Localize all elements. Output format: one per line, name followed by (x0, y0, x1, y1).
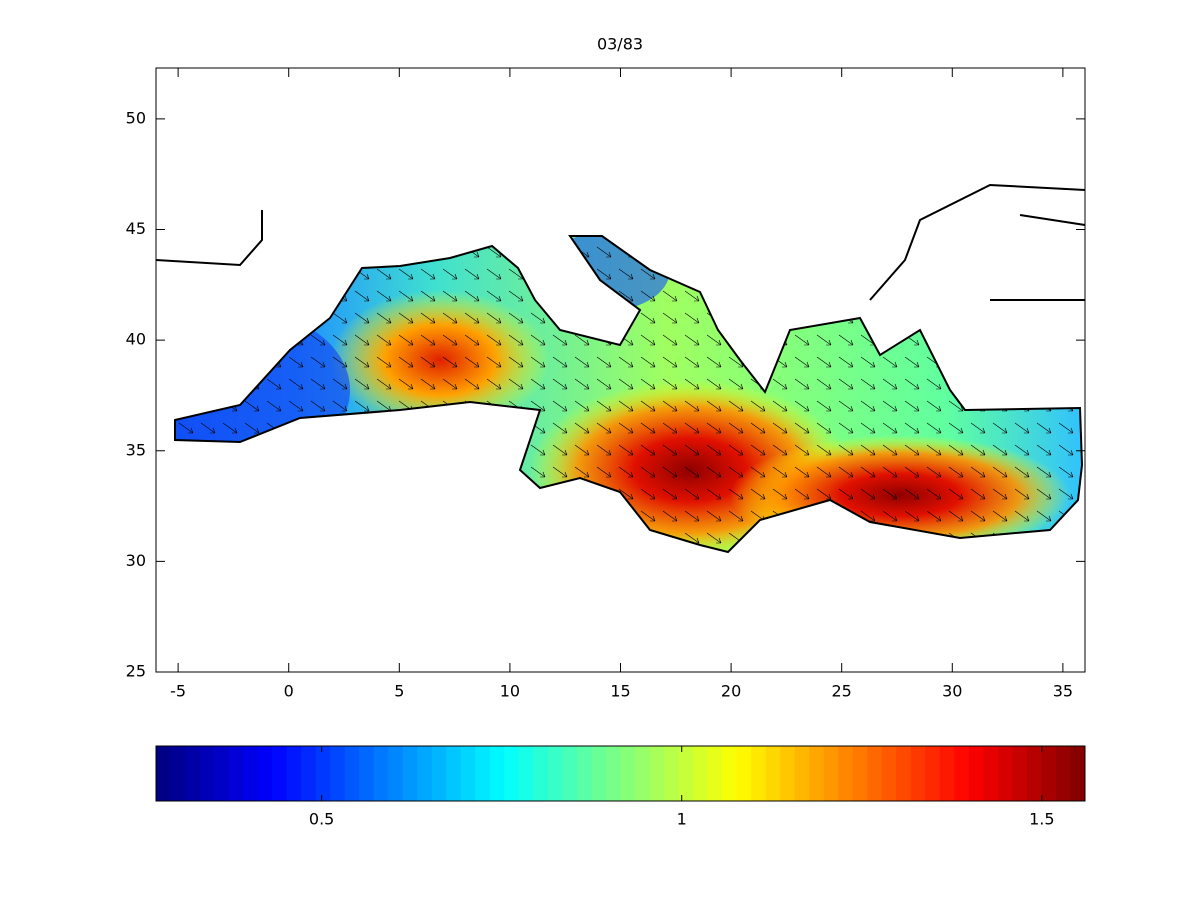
x-tick-label: 5 (394, 682, 404, 701)
y-tick-label: 40 (126, 330, 146, 349)
colorbar-cell (1041, 746, 1057, 801)
colorbar-cell (446, 746, 462, 801)
x-tick-label: 0 (284, 682, 294, 701)
colorbar-tick-label: 1 (677, 810, 687, 829)
colorbar-cell (591, 746, 607, 801)
axes: -5 0 5 10 15 20 25 30 35 25 30 35 40 45 50 (126, 67, 1086, 701)
map-title: 03/83 (597, 35, 643, 54)
colorbar-cell (504, 746, 520, 801)
y-tick-label: 35 (126, 440, 146, 459)
colorbar-cell (968, 746, 984, 801)
colorbar-cell (809, 746, 825, 801)
colorbar-cell (489, 746, 505, 801)
colorbar-tick-label: 0.5 (309, 810, 334, 829)
colorbar-cell (620, 746, 636, 801)
colorbar-cell (1012, 746, 1028, 801)
x-tick-label: 25 (832, 682, 852, 701)
colorbar-cell (170, 746, 186, 801)
colorbar-cell (388, 746, 404, 801)
colorbar-cell (722, 746, 738, 801)
colorbar-cell (518, 746, 534, 801)
colorbar-cell (925, 746, 941, 801)
colorbar-cell (547, 746, 563, 801)
colorbar-cell (780, 746, 796, 801)
colorbar-cell (301, 746, 317, 801)
colorbar-cell (1026, 746, 1042, 801)
colorbar-cell (431, 746, 447, 801)
x-tick-label: 20 (721, 682, 741, 701)
colorbar-cell (794, 746, 810, 801)
coastline (155, 183, 1086, 301)
y-tick-label: 50 (126, 108, 146, 127)
colorbar: 0.5 1 1.5 (155, 745, 1086, 829)
colorbar-cell (707, 746, 723, 801)
colorbar-cell (649, 746, 665, 801)
colorbar-cell (867, 746, 883, 801)
colorbar-cell (257, 746, 273, 801)
colorbar-cell (576, 746, 592, 801)
colorbar-cell (693, 746, 709, 801)
colorbar-cell (838, 746, 854, 801)
colorbar-cell (243, 746, 259, 801)
colorbar-cell (1070, 746, 1086, 801)
colorbar-cell (475, 746, 491, 801)
x-tick-label: -5 (170, 682, 186, 701)
colorbar-cell (359, 746, 375, 801)
x-tick-label: 10 (500, 682, 520, 701)
colorbar-cell (214, 746, 230, 801)
colorbar-cell (881, 746, 897, 801)
colorbar-cell (635, 746, 651, 801)
colorbar-cell (315, 746, 331, 801)
sea-field (175, 236, 1082, 552)
colorbar-cell (460, 746, 476, 801)
colorbar-cell (199, 746, 215, 801)
colorbar-cell (605, 746, 621, 801)
y-tick-label: 25 (126, 662, 146, 681)
colorbar-cell (228, 746, 244, 801)
colorbar-cell (896, 746, 912, 801)
colorbar-cell (823, 746, 839, 801)
colorbar-cell (330, 746, 346, 801)
colorbar-cell (402, 746, 418, 801)
colorbar-cell (678, 746, 694, 801)
colorbar-cell (373, 746, 389, 801)
colorbar-cell (156, 746, 172, 801)
colorbar-tick-label: 1.5 (1029, 810, 1054, 829)
colorbar-cell (765, 746, 781, 801)
colorbar-box (155, 745, 1086, 802)
colorbar-cell (939, 746, 955, 801)
colorbar-cell (751, 746, 767, 801)
colorbar-cell (185, 746, 201, 801)
colorbar-cell (417, 746, 433, 801)
y-tick-label: 30 (126, 551, 146, 570)
colorbar-cell (852, 746, 868, 801)
y-tick-label: 45 (126, 219, 146, 238)
colorbar-cell (954, 746, 970, 801)
colorbar-cell (664, 746, 680, 801)
colorbar-cell (1055, 746, 1071, 801)
x-tick-label: 35 (1053, 682, 1073, 701)
colorbar-cell (983, 746, 999, 801)
colorbar-cell (344, 746, 360, 801)
colorbar-cell (533, 746, 549, 801)
colorbar-cell (562, 746, 578, 801)
x-tick-label: 15 (610, 682, 630, 701)
x-tick-label: 30 (942, 682, 962, 701)
colorbar-cell (736, 746, 752, 801)
colorbar-cell (997, 746, 1013, 801)
colorbar-cell (286, 746, 302, 801)
colorbar-cell (910, 746, 926, 801)
colorbar-cell (272, 746, 288, 801)
